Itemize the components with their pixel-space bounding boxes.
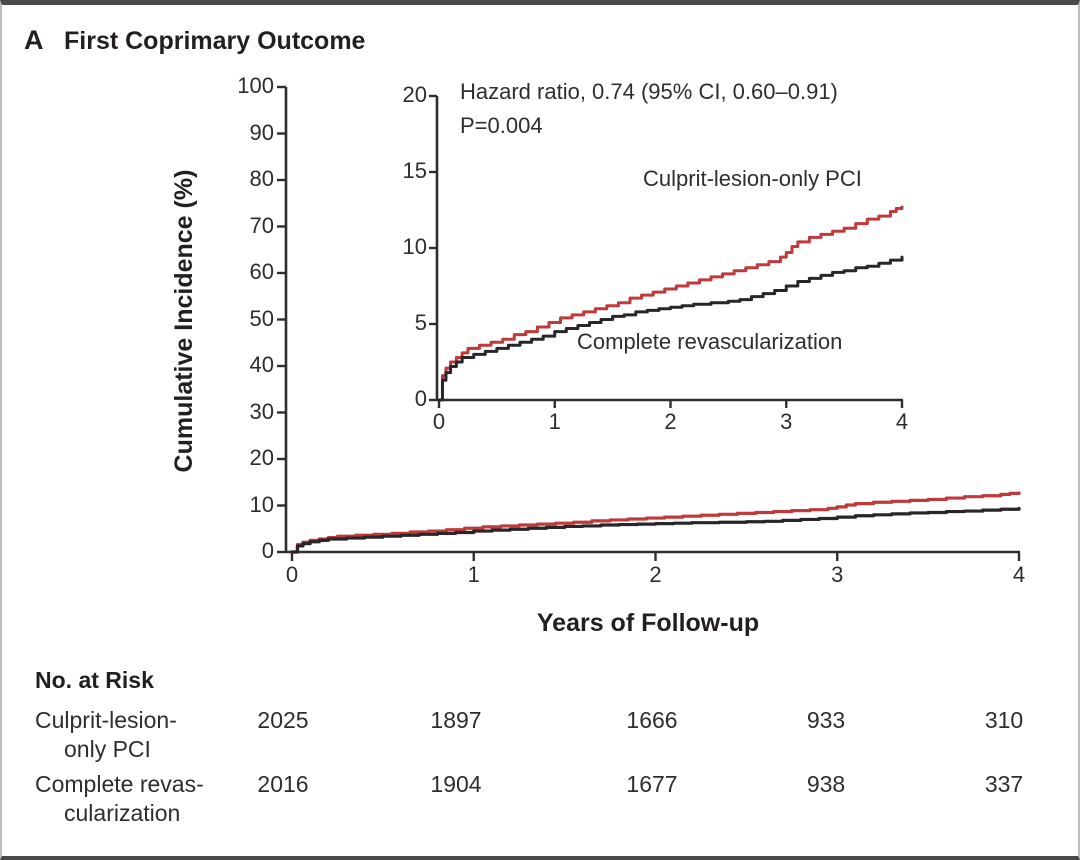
risk-count: 1677	[626, 771, 678, 797]
hazard-ratio-annotation: Hazard ratio, 0.74 (95% CI, 0.60–0.91)	[460, 79, 838, 104]
x-axis-title: Years of Follow-up	[536, 609, 760, 637]
panel-title: First Coprimary Outcome	[64, 27, 366, 55]
risk-row-label: Complete revas-	[35, 771, 204, 797]
y-tick-label: 20	[402, 82, 427, 107]
x-tick-label: 3	[831, 562, 844, 587]
x-tick-label: 4	[895, 409, 909, 434]
risk-count: 933	[806, 707, 846, 733]
x-tick-label: 3	[780, 409, 793, 434]
risk-count: 1897	[430, 707, 482, 733]
risk-count: 2016	[257, 771, 309, 797]
risk-count: 1666	[626, 707, 678, 733]
x-tick-label: 4	[1012, 562, 1026, 587]
risk-count: 337	[984, 771, 1024, 797]
risk-count: 1904	[430, 771, 482, 797]
risk-row-label: Culprit-lesion-	[35, 707, 177, 733]
y-tick-label: 50	[249, 305, 274, 331]
y-tick-label: 0	[261, 538, 274, 563]
series-curve	[437, 205, 904, 402]
y-tick-label: 20	[249, 445, 274, 470]
y-tick-label: 15	[402, 158, 427, 183]
x-tick-label: 0	[432, 409, 446, 434]
x-tick-label: 2	[649, 562, 662, 587]
x-tick-label: 0	[285, 562, 299, 587]
survival-chart-canvas	[277, 85, 1021, 561]
risk-row-label-continued: only PCI	[64, 736, 151, 762]
x-tick-label: 1	[467, 562, 480, 587]
y-tick-label: 10	[402, 234, 427, 259]
risk-table-header: No. at Risk	[35, 667, 154, 693]
risk-count: 938	[806, 771, 846, 797]
series-curve	[437, 255, 904, 402]
series-curve	[290, 506, 1021, 554]
x-tick-label: 2	[664, 409, 677, 434]
y-axis-title: Cumulative Incidence (%)	[170, 169, 198, 473]
y-tick-label: 0	[414, 386, 427, 411]
y-tick-label: 80	[249, 166, 274, 191]
p-value-annotation: P=0.004	[460, 113, 543, 138]
risk-count: 310	[984, 707, 1024, 733]
y-tick-label: 10	[249, 491, 274, 517]
y-tick-label: 100	[237, 73, 274, 98]
panel-letter: A	[24, 25, 44, 55]
series-label-culprit-lesion-only-pci: Culprit-lesion-only PCI	[643, 166, 862, 191]
y-tick-label: 5	[414, 310, 427, 335]
x-tick-label: 1	[548, 409, 561, 434]
y-tick-label: 70	[249, 212, 274, 238]
y-tick-label: 60	[249, 259, 274, 284]
risk-row-label-continued: cularization	[64, 800, 181, 826]
y-tick-label: 30	[249, 398, 274, 424]
risk-count: 2025	[257, 707, 309, 733]
y-tick-label: 40	[249, 352, 274, 377]
series-label-complete-revascularization: Complete revascularization	[577, 329, 843, 354]
y-tick-label: 90	[249, 119, 274, 145]
series-curve	[290, 491, 1021, 554]
